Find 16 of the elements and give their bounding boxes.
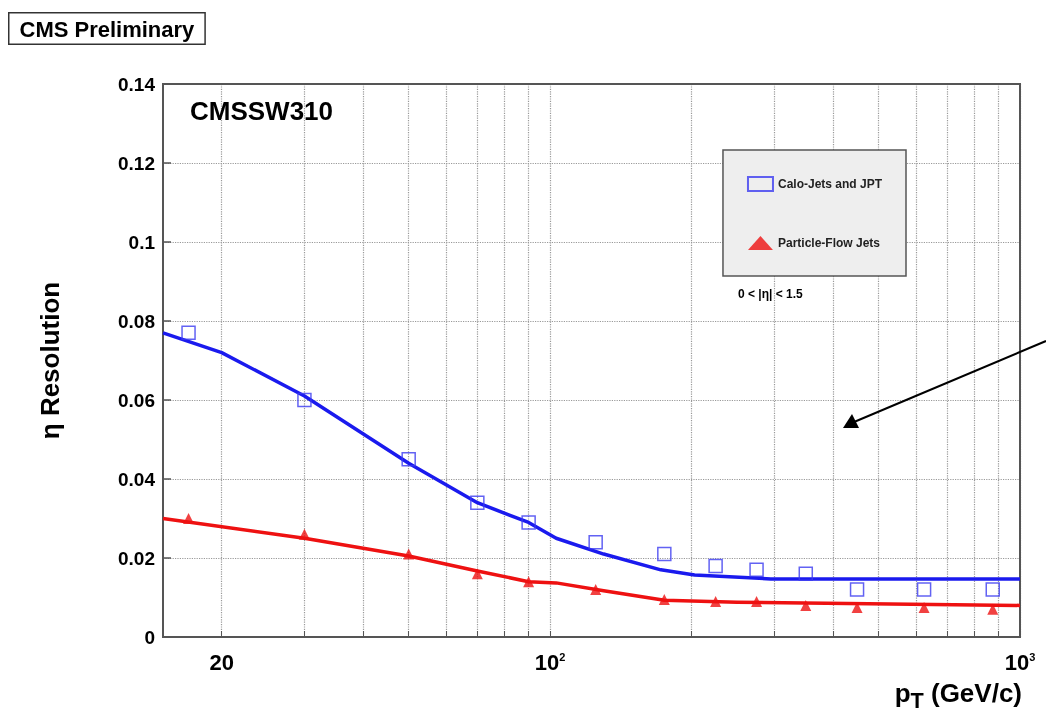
annotation: CMSSW310 [190, 96, 334, 126]
y-tick-label: 0.1 [128, 231, 156, 253]
text: CMS Preliminary [19, 17, 196, 42]
y-tick-label: 0.06 [118, 389, 155, 411]
x-tick-label: 20 [209, 649, 234, 675]
y-tick-label: 0 [144, 626, 155, 648]
y-tick-label: 0.14 [118, 73, 156, 95]
y-tick-label: 0.12 [118, 152, 155, 174]
x-axis-title: p$_{T}$ (GeV/c) [894, 678, 1022, 715]
y-tick-label: 0.04 [118, 468, 156, 490]
annotation: 0 < |η| < 1.5 [738, 287, 804, 301]
y-axis-title: η Resolution [35, 281, 65, 440]
y-tick-label: 0.08 [118, 310, 155, 332]
legend-label: Particle-Flow Jets [777, 236, 881, 250]
y-tick-label: 0.02 [118, 547, 155, 569]
legend-label: Calo-Jets and JPT [777, 177, 883, 191]
